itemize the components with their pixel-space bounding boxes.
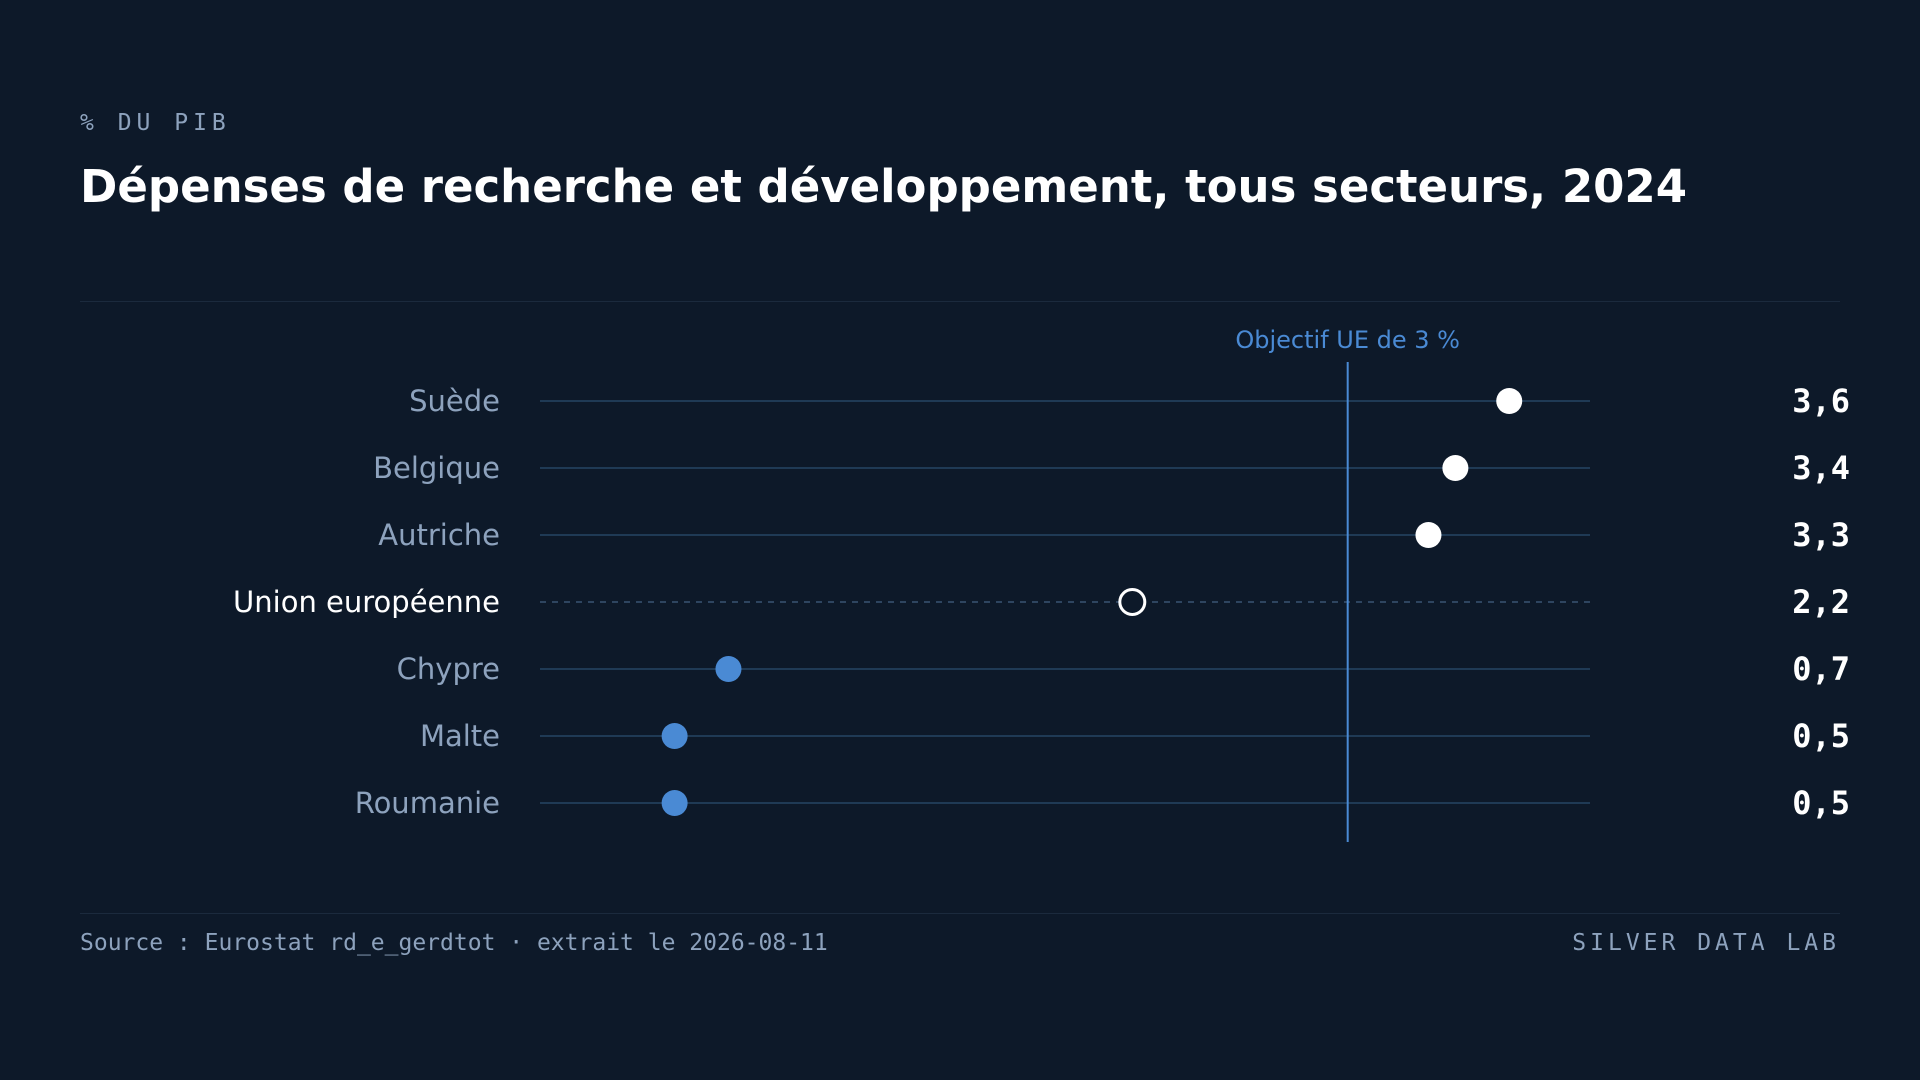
value-label: 3,3 <box>1792 516 1850 554</box>
brand-label: SILVER DATA LAB <box>1572 930 1840 956</box>
data-point <box>715 656 742 682</box>
category-label: Autriche <box>378 518 500 552</box>
category-label: Belgique <box>373 451 500 485</box>
data-point <box>661 723 688 749</box>
header-divider <box>80 301 1840 302</box>
data-point <box>1442 455 1469 481</box>
source-note: Source : Eurostat rd_e_gerdtot · extrait… <box>80 930 828 956</box>
value-label: 3,4 <box>1792 449 1850 487</box>
category-label: Suède <box>409 384 500 418</box>
chart-kicker: % DU PIB <box>80 110 231 136</box>
data-point <box>661 790 688 816</box>
category-label: Union européenne <box>233 585 500 619</box>
category-label: Malte <box>420 719 500 753</box>
data-point <box>1415 522 1442 548</box>
chart-title: Dépenses de recherche et développement, … <box>80 160 1688 213</box>
footer-divider <box>80 913 1840 914</box>
value-label: 2,2 <box>1792 583 1850 621</box>
category-label: Chypre <box>397 652 500 686</box>
value-label: 0,7 <box>1792 650 1850 688</box>
data-point-aggregate <box>1118 588 1147 616</box>
value-label: 0,5 <box>1792 784 1850 822</box>
category-label: Roumanie <box>355 786 500 820</box>
data-point <box>1496 388 1523 414</box>
target-reference-label: Objectif UE de 3 % <box>1235 326 1460 354</box>
value-label: 0,5 <box>1792 717 1850 755</box>
value-label: 3,6 <box>1792 382 1850 420</box>
